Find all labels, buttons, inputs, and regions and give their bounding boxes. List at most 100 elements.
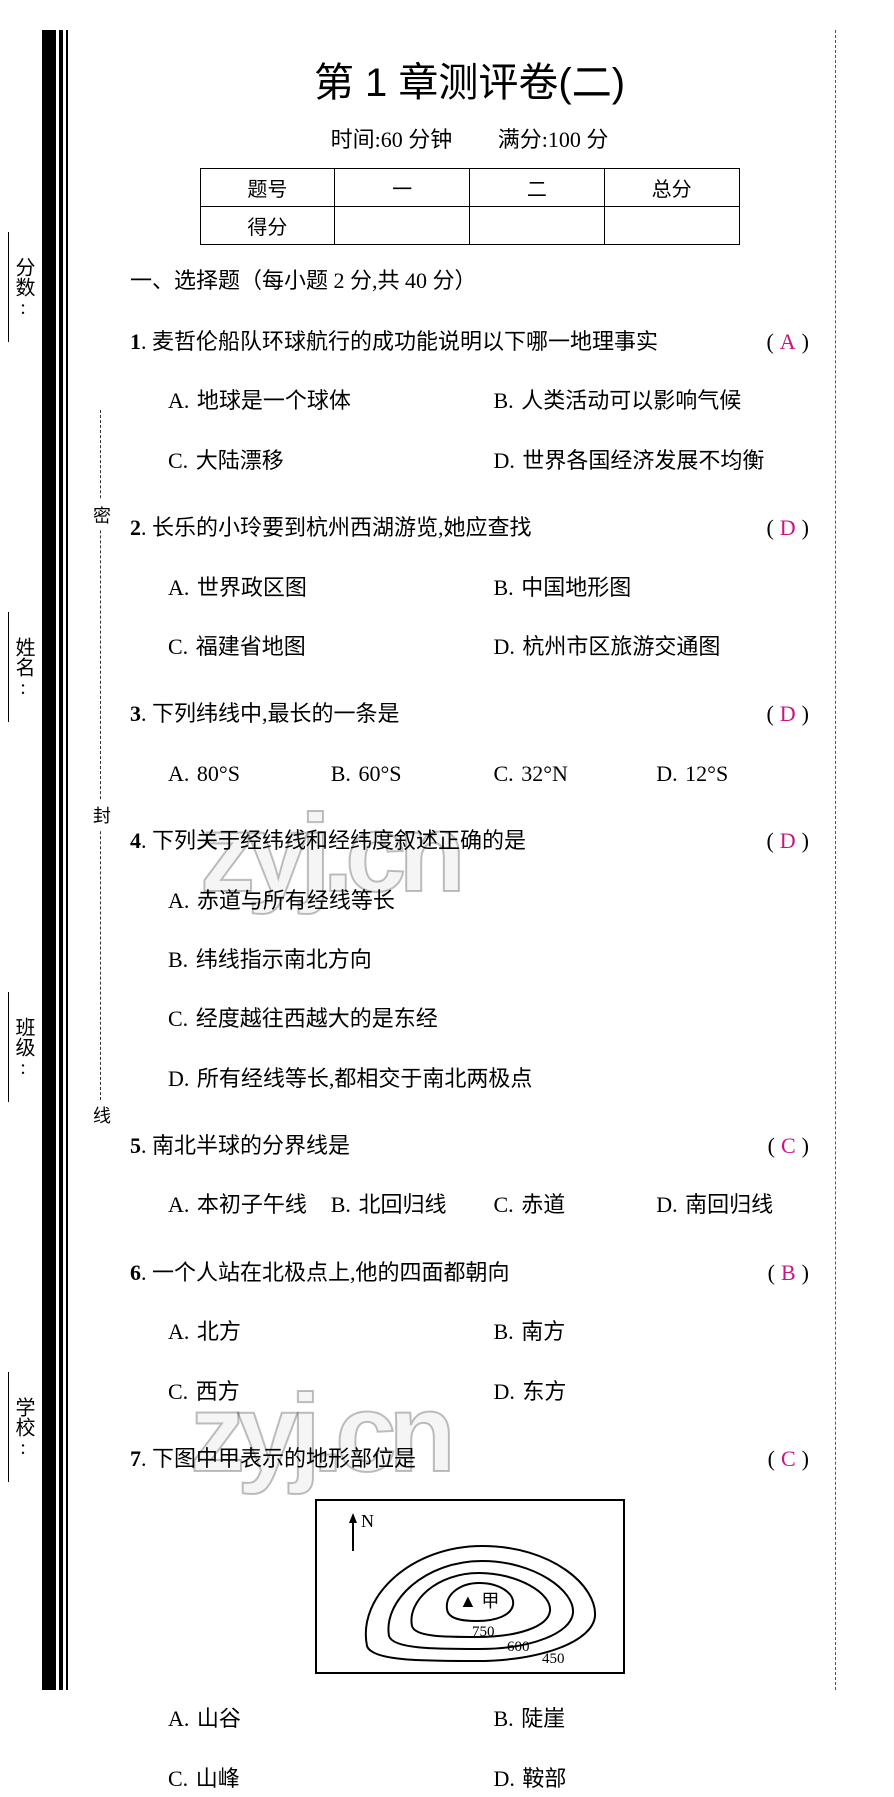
options: A. 本初子午线 B. 北回归线 C. 赤道D. 南回归线 bbox=[130, 1186, 809, 1223]
side-field-school: 学校: bbox=[8, 1372, 38, 1488]
question-1: 1. 麦哲伦船队环球航行的成功能说明以下哪一地理事实 (A) A. 地球是一个球体 B… bbox=[130, 323, 809, 479]
option: D. 南回归线 bbox=[656, 1186, 809, 1223]
options: A. 山谷 B. 陡崖 C. 山峰 D. 鞍部 bbox=[130, 1700, 809, 1797]
th-1: 一 bbox=[335, 169, 470, 207]
option: A. 本初子午线 bbox=[168, 1186, 321, 1223]
option: A. 80°S bbox=[168, 755, 321, 792]
score-table: 题号 一 二 总分 得分 bbox=[200, 168, 740, 245]
option: C. 经度越往西越大的是东经 bbox=[168, 1000, 809, 1037]
answer-letter: A bbox=[780, 329, 796, 354]
side-field-score: 分数: bbox=[8, 232, 38, 348]
options: A. 80°S B. 60°S C. 32°ND. 12°S bbox=[130, 755, 809, 792]
seal-char-xian: 线 bbox=[93, 1100, 111, 1130]
right-border-dashed bbox=[835, 30, 836, 1690]
option: D. 世界各国经济发展不均衡 bbox=[494, 442, 810, 479]
option: A. 北方 bbox=[168, 1313, 484, 1350]
question-stem: 1. 麦哲伦船队环球航行的成功能说明以下哪一地理事实 (A) bbox=[130, 323, 809, 360]
option: B. 纬线指示南北方向 bbox=[168, 941, 809, 978]
td-score-label: 得分 bbox=[200, 207, 335, 245]
side-field-class: 班级: bbox=[8, 992, 38, 1108]
th-num: 题号 bbox=[200, 169, 335, 207]
left-border-stripes bbox=[42, 30, 68, 1690]
answer-paren: (A) bbox=[766, 323, 809, 360]
question-text: 1. 麦哲伦船队环球航行的成功能说明以下哪一地理事实 bbox=[130, 323, 658, 360]
option: D. 杭州市区旅游交通图 bbox=[494, 628, 810, 665]
option: D. 东方 bbox=[494, 1373, 810, 1410]
table-row: 得分 bbox=[200, 207, 739, 245]
options: A. 北方B. 南方C. 西方D. 东方 bbox=[130, 1313, 809, 1410]
question-text: 3. 下列纬线中,最长的一条是 bbox=[130, 695, 400, 732]
question-stem: 6. 一个人站在北极点上,他的四面都朝向 (B) bbox=[130, 1254, 809, 1291]
question-text: 2. 长乐的小玲要到杭州西湖游览,她应查找 bbox=[130, 509, 532, 546]
option: C. 山峰 bbox=[168, 1760, 484, 1797]
th-total: 总分 bbox=[604, 169, 739, 207]
options: A. 世界政区图 B. 中国地形图 C. 福建省地图 D. 杭州市区旅游交通图 bbox=[130, 569, 809, 666]
question-2: 2. 长乐的小玲要到杭州西湖游览,她应查找 (D) A. 世界政区图 B. 中国地形图… bbox=[130, 509, 809, 665]
side-label-class: 班级: bbox=[9, 1017, 38, 1079]
td-blank bbox=[470, 207, 605, 245]
option: C. 西方 bbox=[168, 1373, 484, 1410]
time-label: 时间:60 分钟 bbox=[331, 127, 453, 152]
td-blank bbox=[335, 207, 470, 245]
answer-paren: (B) bbox=[768, 1254, 809, 1291]
option: B. 陡崖 bbox=[494, 1700, 810, 1737]
option: B. 北回归线 bbox=[331, 1186, 484, 1223]
side-label-school: 学校: bbox=[9, 1397, 38, 1459]
option: C. 32°N bbox=[494, 755, 647, 792]
options: A. 地球是一个球体 B. 人类活动可以影响气候 C. 大陆漂移 D. 世界各国经济发… bbox=[130, 382, 809, 479]
contour-figure: N▲ 甲750600450 bbox=[315, 1499, 625, 1674]
option: C. 赤道 bbox=[494, 1186, 647, 1223]
section-header: 一、选择题（每小题 2 分,共 40 分） bbox=[130, 263, 809, 295]
option: D. 所有经线等长,都相交于南北两极点 bbox=[168, 1060, 809, 1097]
table-row: 题号 一 二 总分 bbox=[200, 169, 739, 207]
side-label-name: 姓名: bbox=[9, 637, 38, 699]
page-title: 第 1 章测评卷(二) bbox=[130, 50, 809, 108]
question-7: 7. 下图中甲表示的地形部位是(C)N▲ 甲750600450A. 山谷B. 陡… bbox=[130, 1440, 809, 1797]
question-5: 5. 南北半球的分界线是(C)A. 本初子午线B. 北回归线C. 赤道D. 南回… bbox=[130, 1127, 809, 1224]
side-label-score: 分数: bbox=[9, 257, 38, 319]
svg-text:750: 750 bbox=[472, 1624, 495, 1640]
questions-container: 1. 麦哲伦船队环球航行的成功能说明以下哪一地理事实 (A) A. 地球是一个球体 B… bbox=[130, 323, 809, 1797]
option: A. 世界政区图 bbox=[168, 569, 484, 606]
question-text: 6. 一个人站在北极点上,他的四面都朝向 bbox=[130, 1254, 510, 1291]
option: C. 福建省地图 bbox=[168, 628, 484, 665]
option: D. 鞍部 bbox=[494, 1760, 810, 1797]
option: C. 大陆漂移 bbox=[168, 442, 484, 479]
svg-text:N: N bbox=[361, 1511, 374, 1531]
question-text: 5. 南北半球的分界线是 bbox=[130, 1127, 350, 1164]
answer-paren: (C) bbox=[768, 1440, 809, 1477]
answer-letter: D bbox=[780, 701, 796, 726]
side-binding-labels: 学校: 班级: 姓名: 分数: bbox=[8, 100, 38, 1620]
svg-text:▲ 甲: ▲ 甲 bbox=[459, 1591, 499, 1611]
answer-letter: C bbox=[781, 1446, 796, 1471]
option: D. 12°S bbox=[656, 755, 809, 792]
question-stem: 2. 长乐的小玲要到杭州西湖游览,她应查找 (D) bbox=[130, 509, 809, 546]
td-blank bbox=[604, 207, 739, 245]
question-4: 4. 下列关于经纬线和经纬度叙述正确的是(D)A. 赤道与所有经线等长B. 纬线… bbox=[130, 822, 809, 1097]
side-field-name: 姓名: bbox=[8, 612, 38, 728]
option: A. 山谷 bbox=[168, 1700, 484, 1737]
question-6: 6. 一个人站在北极点上,他的四面都朝向(B)A. 北方B. 南方C. 西方D.… bbox=[130, 1254, 809, 1410]
option: B. 人类活动可以影响气候 bbox=[494, 382, 810, 419]
option: B. 60°S bbox=[331, 755, 484, 792]
answer-letter: D bbox=[780, 828, 796, 853]
seal-char-mi: 密 bbox=[93, 500, 111, 530]
answer-paren: (D) bbox=[766, 822, 809, 859]
question-stem: 4. 下列关于经纬线和经纬度叙述正确的是 (D) bbox=[130, 822, 809, 859]
subtitle: 时间:60 分钟 满分:100 分 bbox=[130, 122, 809, 154]
th-2: 二 bbox=[470, 169, 605, 207]
answer-paren: (D) bbox=[766, 509, 809, 546]
question-stem: 7. 下图中甲表示的地形部位是 (C) bbox=[130, 1440, 809, 1477]
answer-letter: C bbox=[781, 1133, 796, 1158]
option: A. 地球是一个球体 bbox=[168, 382, 484, 419]
answer-letter: D bbox=[780, 515, 796, 540]
seal-char-feng: 封 bbox=[93, 800, 111, 830]
question-stem: 3. 下列纬线中,最长的一条是(D) bbox=[130, 695, 809, 732]
question-text: 4. 下列关于经纬线和经纬度叙述正确的是 bbox=[130, 822, 526, 859]
question-text: 7. 下图中甲表示的地形部位是 bbox=[130, 1440, 416, 1477]
question-3: 3. 下列纬线中,最长的一条是(D)A. 80°SB. 60°SC. 32°ND… bbox=[130, 695, 809, 792]
content-area: 第 1 章测评卷(二) 时间:60 分钟 满分:100 分 题号 一 二 总分 … bbox=[130, 50, 809, 1690]
options: A. 赤道与所有经线等长B. 纬线指示南北方向C. 经度越往西越大的是东经D. … bbox=[130, 882, 809, 1098]
answer-letter: B bbox=[781, 1260, 796, 1285]
option: B. 中国地形图 bbox=[494, 569, 810, 606]
